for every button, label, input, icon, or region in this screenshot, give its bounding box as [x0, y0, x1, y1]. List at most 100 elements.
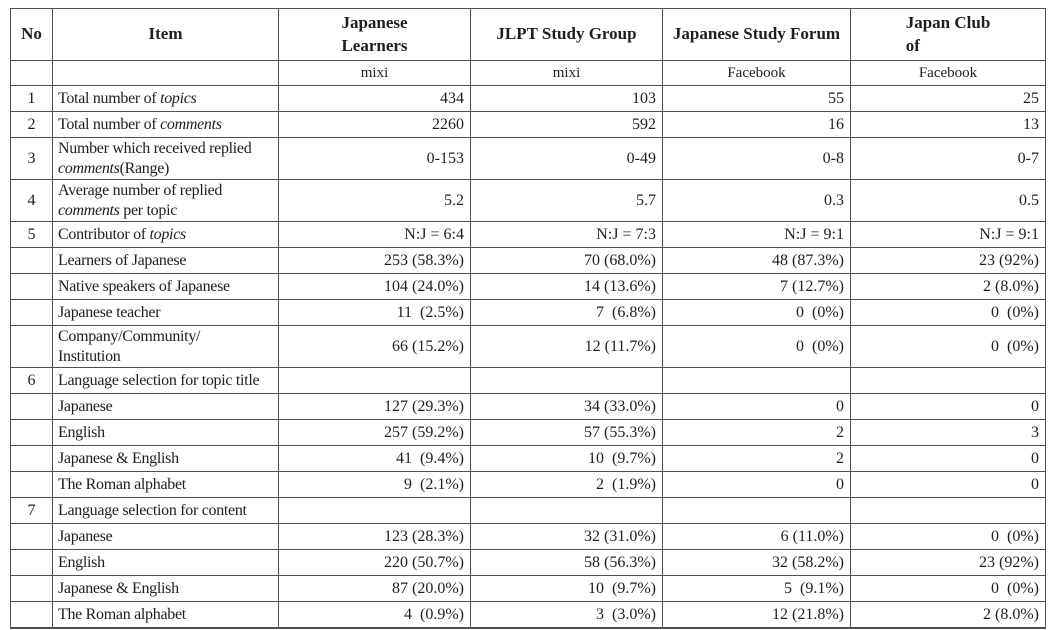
cell-value: 70 (68.0%)	[470, 247, 663, 274]
cell-value	[662, 497, 851, 524]
item-text-segment: Japanese teacher	[58, 303, 161, 321]
cell-value: 0 (0%)	[850, 325, 1046, 368]
item-text-segment: Contributor of	[58, 225, 150, 243]
cell-value: 10 (9.7%)	[470, 445, 663, 472]
cell-value: 253 (58.3%)	[278, 247, 471, 274]
column-subheader-japanese-learners: mixi	[278, 60, 471, 86]
cell-value: N:J = 7:3	[470, 221, 663, 248]
table-row: Japanese & English 41 (9.4%) 10 (9.7%) 2 0	[10, 445, 1046, 472]
cell-no: 1	[10, 85, 53, 112]
column-header-no: No	[10, 8, 53, 61]
table-row: 2 Total number of comments 2260 592 16 13	[10, 111, 1046, 138]
table-row: English 257 (59.2%) 57 (55.3%) 2 3	[10, 419, 1046, 446]
item-text-segment: comments	[160, 115, 222, 133]
table-row: Japanese & English 87 (20.0%) 10 (9.7%) 5 (…	[10, 575, 1046, 602]
cell-no	[10, 575, 53, 602]
item-text-segment: Average number of replied	[58, 181, 223, 199]
cell-value: 23 (92%)	[850, 549, 1046, 576]
table-row: 5 Contributor of topics N:J = 6:4 N:J = 7:3…	[10, 221, 1046, 248]
cell-item: Learners of Japanese	[52, 247, 279, 274]
cell-no: 2	[10, 111, 53, 138]
cell-no	[10, 247, 53, 274]
cell-value: 7 (12.7%)	[662, 273, 851, 300]
cell-item: Japanese	[52, 393, 279, 420]
cell-no	[10, 523, 53, 550]
item-text-segment: Language selection for content	[58, 501, 247, 519]
cell-value: 5 (9.1%)	[662, 575, 851, 602]
cell-value: 32 (58.2%)	[662, 549, 851, 576]
table-body: 1 Total number of topics 434 103 55 25 2 Total …	[10, 85, 1046, 629]
cell-item: Number which received replied comments(Ra…	[52, 137, 279, 180]
cell-value: 4 (0.9%)	[278, 601, 471, 629]
cell-no	[10, 601, 53, 629]
cell-value: 32 (31.0%)	[470, 523, 663, 550]
cell-item: Language selection for topic title	[52, 367, 279, 394]
cell-value: 0	[662, 393, 851, 420]
cell-value: 58 (56.3%)	[470, 549, 663, 576]
item-text-segment: comments	[58, 159, 120, 177]
table-row: 4 Average number of replied comments per t…	[10, 179, 1046, 222]
cell-value: 12 (21.8%)	[662, 601, 851, 629]
cell-value: 0	[662, 471, 851, 498]
item-text-segment: Number which received replied	[58, 139, 252, 157]
cell-value: 220 (50.7%)	[278, 549, 471, 576]
cell-value: 0-7	[850, 137, 1046, 180]
cell-value: 123 (28.3%)	[278, 523, 471, 550]
cell-item: Total number of topics	[52, 85, 279, 112]
cell-no	[10, 471, 53, 498]
cell-item: Japanese	[52, 523, 279, 550]
cell-value: 2260	[278, 111, 471, 138]
cell-value: 0-49	[470, 137, 663, 180]
column-header-japanese-study-forum: Japanese Study Forum	[662, 8, 851, 61]
table-row: English 220 (50.7%) 58 (56.3%) 32 (58.2%) 23…	[10, 549, 1046, 576]
cell-value: 104 (24.0%)	[278, 273, 471, 300]
item-text-segment: topics	[149, 225, 187, 243]
cell-value: 25	[850, 85, 1046, 112]
item-text-segment: Japanese & English	[58, 579, 179, 597]
cell-value: 0 (0%)	[662, 299, 851, 326]
cell-value: 2 (1.9%)	[470, 471, 663, 498]
item-text-segment: (Range)	[119, 159, 170, 177]
cell-value: 103	[470, 85, 663, 112]
cell-item: Native speakers of Japanese	[52, 273, 279, 300]
cell-item: English	[52, 549, 279, 576]
item-text-segment: Company/Community/	[58, 327, 201, 345]
column-header-japan-club-of: Japan Club of	[850, 8, 1046, 61]
column-subheader-japanese-study-forum: Facebook	[662, 60, 851, 86]
cell-value	[850, 497, 1046, 524]
column-subheader-japan-club-of: Facebook	[850, 60, 1046, 86]
cell-value: 0 (0%)	[662, 325, 851, 368]
cell-value: 13	[850, 111, 1046, 138]
cell-no	[10, 393, 53, 420]
cell-value: 6 (11.0%)	[662, 523, 851, 550]
cell-value: 66 (15.2%)	[278, 325, 471, 368]
cell-no	[10, 325, 53, 368]
cell-no	[10, 419, 53, 446]
cell-value: 55	[662, 85, 851, 112]
cell-value: 2	[662, 419, 851, 446]
data-table: No Item Japanese Learners JLPT Study Group J…	[10, 8, 1046, 629]
cell-no	[10, 445, 53, 472]
cell-value: 12 (11.7%)	[470, 325, 663, 368]
table-row: The Roman alphabet 9 (2.1%) 2 (1.9%) 0 0	[10, 471, 1046, 498]
cell-item: Total number of comments	[52, 111, 279, 138]
header-row: No Item Japanese Learners JLPT Study Group J…	[10, 8, 1046, 61]
table-row: 7 Language selection for content	[10, 497, 1046, 524]
cell-item: Japanese & English	[52, 575, 279, 602]
item-text-segment: The Roman alphabet	[58, 475, 186, 493]
table-row: Japanese teacher 11 (2.5%) 7 (6.8%) 0 (0%) 0…	[10, 299, 1046, 326]
cell-value: 257 (59.2%)	[278, 419, 471, 446]
cell-item: Japanese & English	[52, 445, 279, 472]
cell-no	[10, 549, 53, 576]
cell-value: 0 (0%)	[850, 523, 1046, 550]
cell-value: 87 (20.0%)	[278, 575, 471, 602]
cell-item: Average number of replied comments per to…	[52, 179, 279, 222]
cell-value: 0.3	[662, 179, 851, 222]
cell-no: 3	[10, 137, 53, 180]
cell-value: 16	[662, 111, 851, 138]
cell-item: The Roman alphabet	[52, 471, 279, 498]
table-row: Learners of Japanese 253 (58.3%) 70 (68.0%…	[10, 247, 1046, 274]
cell-item: English	[52, 419, 279, 446]
cell-item: The Roman alphabet	[52, 601, 279, 629]
page: No Item Japanese Learners JLPT Study Group J…	[0, 8, 1050, 630]
